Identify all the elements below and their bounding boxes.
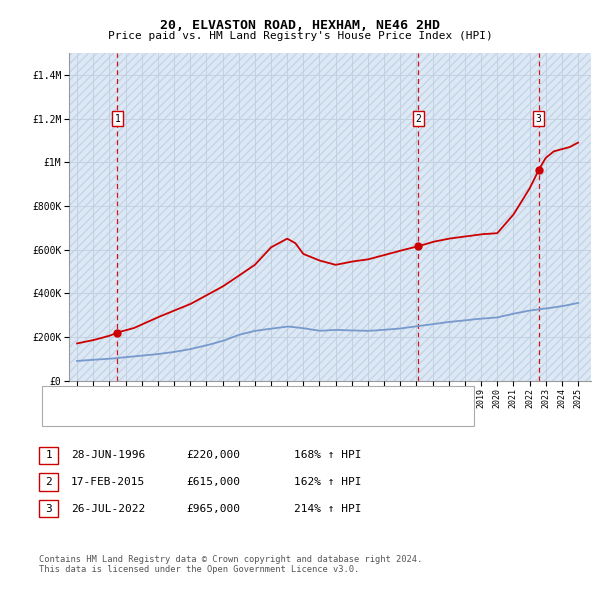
Text: 168% ↑ HPI: 168% ↑ HPI [294, 451, 361, 460]
Text: 214% ↑ HPI: 214% ↑ HPI [294, 504, 361, 513]
Text: HPI: Average price, detached house, Northumberland: HPI: Average price, detached house, Nort… [78, 411, 378, 421]
Text: 162% ↑ HPI: 162% ↑ HPI [294, 477, 361, 487]
Text: Price paid vs. HM Land Registry's House Price Index (HPI): Price paid vs. HM Land Registry's House … [107, 31, 493, 41]
Text: £615,000: £615,000 [186, 477, 240, 487]
Text: £965,000: £965,000 [186, 504, 240, 513]
Text: 20, ELVASTON ROAD, HEXHAM, NE46 2HD: 20, ELVASTON ROAD, HEXHAM, NE46 2HD [160, 19, 440, 32]
Text: 26-JUL-2022: 26-JUL-2022 [71, 504, 145, 513]
Text: 3: 3 [45, 504, 52, 513]
Text: Contains HM Land Registry data © Crown copyright and database right 2024.
This d: Contains HM Land Registry data © Crown c… [39, 555, 422, 574]
Text: 20, ELVASTON ROAD, HEXHAM, NE46 2HD (detached house): 20, ELVASTON ROAD, HEXHAM, NE46 2HD (det… [78, 392, 390, 402]
Text: 2: 2 [415, 114, 421, 123]
Text: 28-JUN-1996: 28-JUN-1996 [71, 451, 145, 460]
Text: 1: 1 [45, 451, 52, 460]
Text: £220,000: £220,000 [186, 451, 240, 460]
Text: 1: 1 [115, 114, 120, 123]
Text: 17-FEB-2015: 17-FEB-2015 [71, 477, 145, 487]
Text: 2: 2 [45, 477, 52, 487]
Text: 3: 3 [536, 114, 542, 123]
